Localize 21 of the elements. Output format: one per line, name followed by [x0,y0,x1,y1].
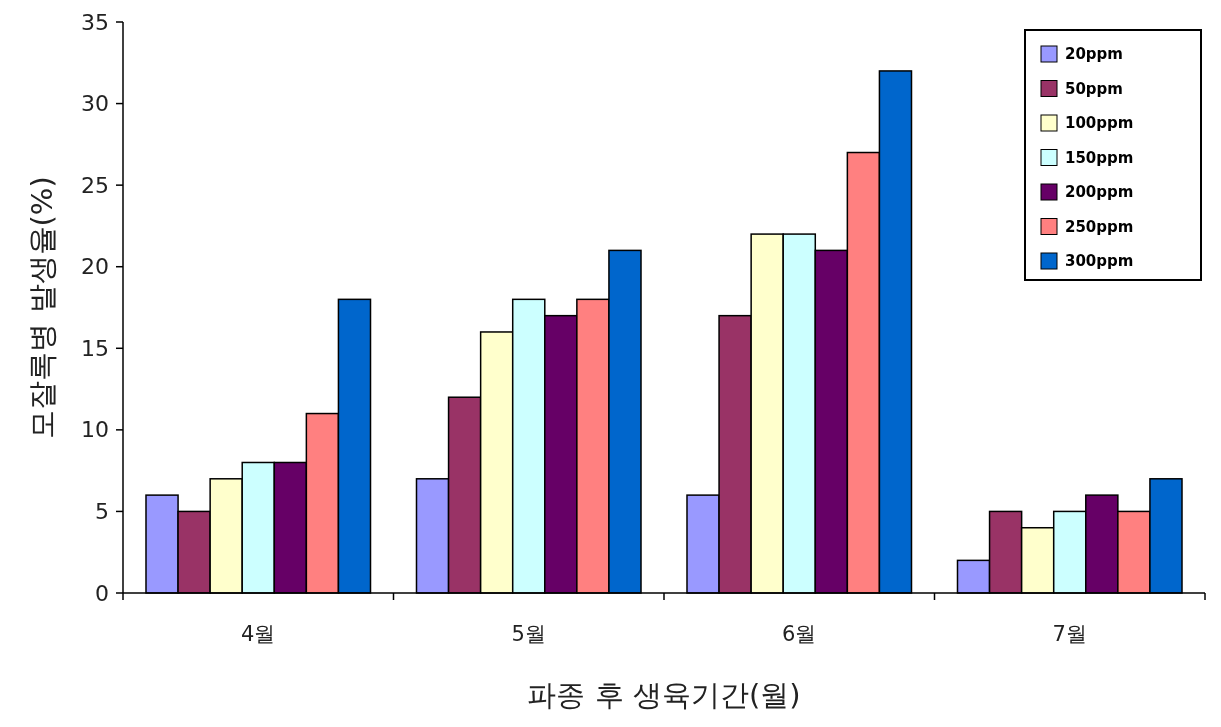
x-tick-label: 6월 [782,622,817,646]
x-tick-label: 4월 [241,622,276,646]
legend-label: 300ppm [1065,252,1134,270]
y-tick-label: 35 [81,9,109,35]
legend-label: 250ppm [1065,217,1134,236]
legend-label: 50ppm [1065,79,1123,98]
y-axis-title: 모잘록병 발생율(%) [25,176,59,439]
y-tick-label: 5 [95,498,109,524]
y-tick-label: 30 [81,91,109,117]
y-tick-label: 25 [81,172,109,198]
y-tick-label: 20 [81,254,109,280]
legend-label: 200ppm [1065,183,1134,201]
y-tick-label: 10 [81,417,109,443]
y-tick-label: 0 [95,580,109,606]
x-tick-label: 7월 [1052,622,1087,646]
x-axis-title: 파종 후 생육기간(월) [527,678,801,712]
y-tick-label: 15 [81,335,109,361]
x-tick-label: 5월 [511,622,546,646]
legend-label: 100ppm [1065,114,1134,132]
legend-label: 20ppm [1065,45,1123,63]
legend-label: 150ppm [1065,148,1134,167]
